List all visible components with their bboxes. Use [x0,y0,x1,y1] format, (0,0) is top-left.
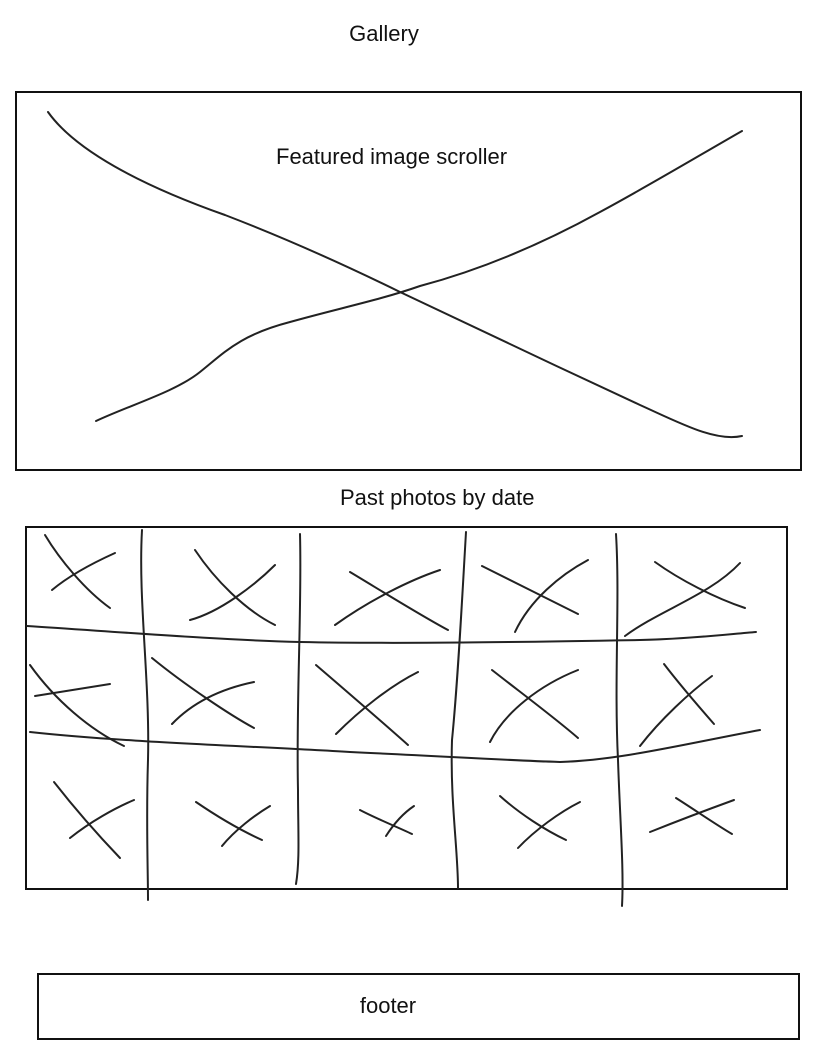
featured-image-scroller-label: Featured image scroller [276,144,508,169]
page-title: Gallery [349,21,419,46]
past-photos-heading: Past photos by date [340,485,535,510]
footer-label: footer [359,993,417,1018]
footer [37,973,800,1040]
past-photos-grid [25,526,788,890]
